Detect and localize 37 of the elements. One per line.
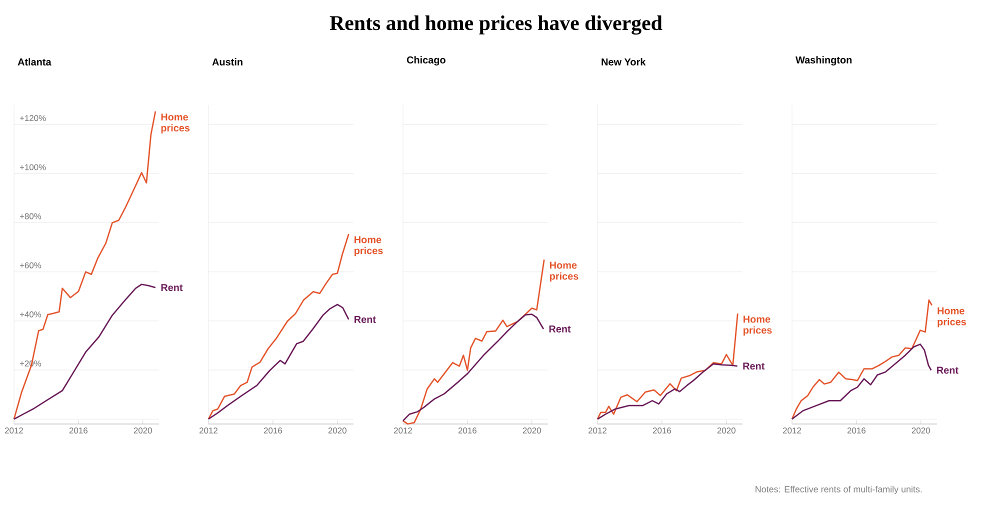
- chart-title: Atlanta: [18, 58, 52, 66]
- x-tick-label: 2020: [134, 428, 152, 434]
- chart-title: Austin: [212, 58, 242, 66]
- y-tick-label: +120%: [20, 115, 46, 122]
- y-tick-label: +40%: [20, 311, 42, 318]
- x-tick-label: 2012: [588, 428, 606, 434]
- x-tick-label: 2012: [200, 428, 218, 434]
- x-tick-label: 2016: [847, 428, 866, 434]
- x-tick-label: 2020: [912, 428, 930, 434]
- series-label: Home prices: [550, 262, 578, 282]
- y-tick-label: +80%: [20, 213, 42, 220]
- series-label: Home prices: [354, 236, 383, 256]
- series-label: Home prices: [938, 307, 966, 328]
- series-label: Rent: [937, 366, 958, 374]
- series-label: Rent: [549, 326, 571, 333]
- chart-title: Washington: [796, 56, 852, 66]
- x-tick-label: 2016: [652, 428, 671, 434]
- chart-title: New York: [602, 58, 646, 66]
- x-tick-label: 2016: [69, 428, 88, 434]
- x-tick-label: 2016: [458, 428, 476, 434]
- text: Notes: Effective rents of multi-family units.: [756, 486, 922, 494]
- y-tick-label: +60%: [20, 262, 42, 268]
- x-tick-label: 2012: [5, 428, 23, 434]
- y-tick-label: +100%: [20, 164, 46, 170]
- x-tick-label: 2020: [522, 428, 541, 434]
- x-tick-label: 2020: [328, 428, 346, 434]
- series-label: Home prices: [161, 114, 190, 134]
- x-tick-label: 2012: [394, 428, 412, 434]
- x-tick-label: 2012: [783, 428, 801, 434]
- x-tick-label: 2016: [264, 428, 282, 434]
- chart-title: Chicago: [406, 56, 446, 66]
- series-label: Rent: [743, 362, 765, 370]
- series-label: Home prices: [744, 316, 772, 336]
- series-label: Rent: [161, 284, 183, 292]
- text: Rents and home prices have diverged: [330, 15, 662, 35]
- x-tick-label: 2020: [717, 428, 736, 434]
- series-label: Rent: [354, 316, 376, 323]
